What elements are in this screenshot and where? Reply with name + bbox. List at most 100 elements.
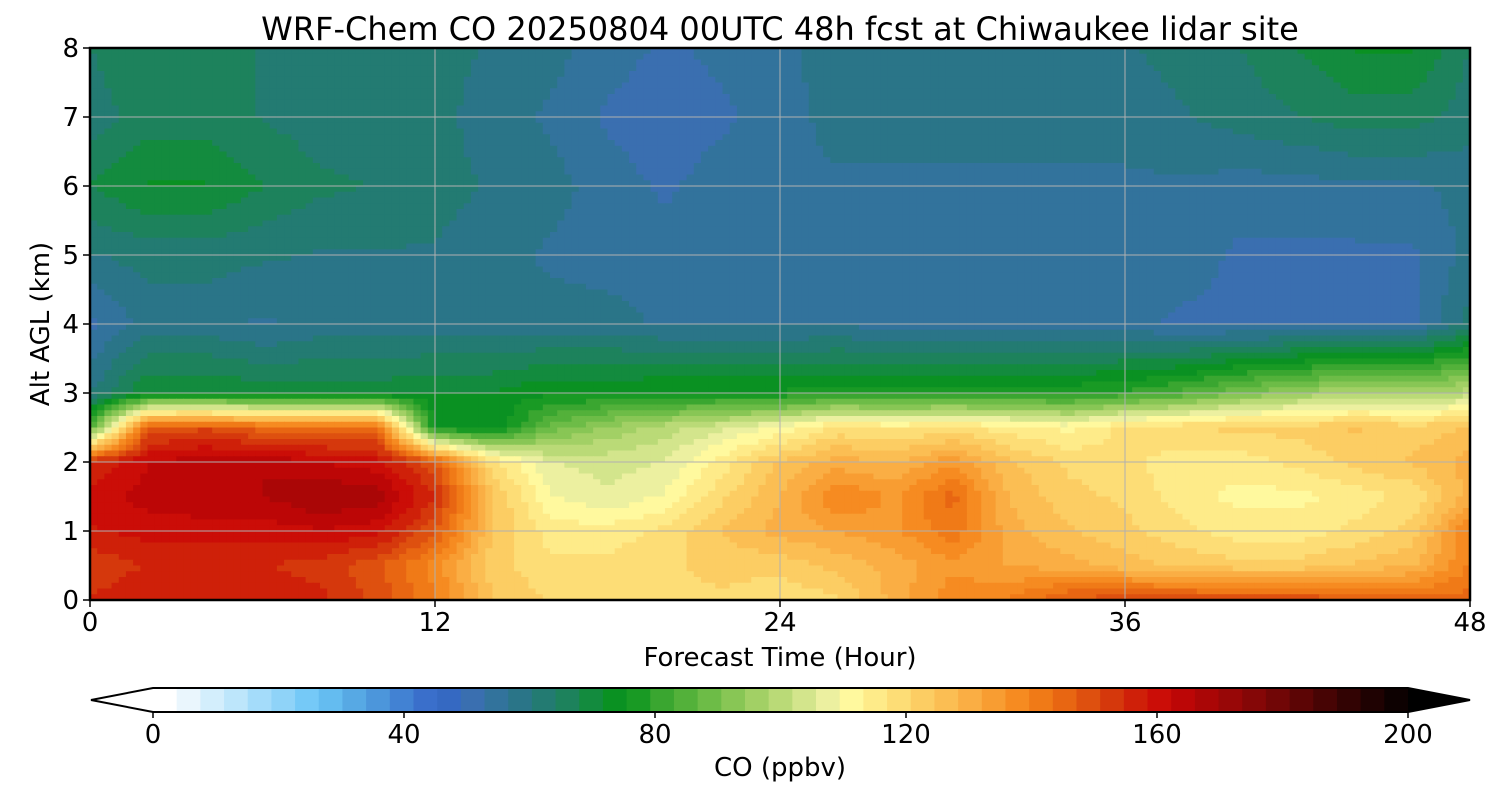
heatmap-cell (1139, 174, 1148, 181)
heatmap-cell (722, 191, 731, 199)
heatmap-cell (514, 53, 522, 61)
heatmap-cell (708, 76, 716, 84)
heatmap-cell (1311, 88, 1320, 95)
heatmap-cell (751, 140, 760, 147)
heatmap-cell (255, 94, 264, 101)
heatmap-cell (1139, 163, 1148, 170)
heatmap-cell (916, 174, 925, 181)
heatmap-cell (1398, 111, 1406, 118)
heatmap-cell (1340, 65, 1349, 72)
heatmap-cell (578, 94, 587, 101)
heatmap-cell (1096, 145, 1105, 153)
heatmap-cell (1204, 191, 1212, 199)
heatmap-cell (550, 65, 558, 72)
heatmap-cell (1031, 82, 1040, 89)
heatmap-cell (1002, 88, 1011, 95)
heatmap-cell (463, 88, 472, 95)
heatmap-cell (219, 71, 228, 78)
heatmap-cell (1304, 94, 1313, 101)
heatmap-cell (780, 99, 788, 107)
heatmap-cell (650, 134, 659, 141)
heatmap-cell (1002, 163, 1011, 170)
heatmap-cell (1347, 48, 1356, 55)
heatmap-cell (923, 140, 932, 147)
heatmap-cell (1182, 111, 1191, 118)
heatmap-cell (528, 105, 537, 112)
heatmap-cell (981, 71, 990, 78)
heatmap-cell (442, 117, 450, 124)
heatmap-cell (621, 151, 630, 158)
heatmap-cell (1362, 134, 1370, 141)
heatmap-cell (952, 48, 961, 55)
heatmap-cell (1383, 168, 1392, 176)
heatmap-cell (550, 88, 558, 95)
heatmap-cell (334, 53, 343, 61)
heatmap-cell (1333, 128, 1342, 135)
heatmap-cell (959, 53, 968, 61)
heatmap-cell (1283, 94, 1291, 101)
heatmap-cell (1311, 140, 1320, 147)
heatmap-cell (830, 191, 839, 199)
heatmap-cell (363, 76, 371, 84)
heatmap-cell (248, 117, 256, 124)
heatmap-cell (1412, 88, 1421, 95)
heatmap-cell (772, 53, 781, 61)
heatmap-cell (111, 134, 120, 141)
heatmap-cell (1383, 186, 1392, 193)
heatmap-cell (851, 59, 860, 66)
heatmap-cell (1376, 191, 1385, 199)
heatmap-cell (255, 163, 264, 170)
heatmap-cell (176, 186, 185, 193)
heatmap-cell (1448, 157, 1457, 164)
heatmap-cell (176, 134, 185, 141)
heatmap-cell (528, 151, 537, 158)
heatmap-cell (585, 53, 594, 61)
heatmap-cell (736, 128, 745, 135)
heatmap-cell (528, 117, 537, 124)
heatmap-cell (751, 88, 760, 95)
heatmap-cell (715, 71, 724, 78)
heatmap-cell (815, 191, 824, 199)
heatmap-cell (909, 186, 918, 193)
heatmap-cell (859, 134, 867, 141)
heatmap-cell (830, 53, 839, 61)
heatmap-cell (1390, 59, 1399, 66)
heatmap-cell (1390, 105, 1399, 112)
heatmap-cell (880, 128, 889, 135)
heatmap-cell (1261, 157, 1270, 164)
heatmap-cell (355, 53, 364, 61)
heatmap-cell (125, 65, 134, 72)
heatmap-cell (1434, 180, 1442, 187)
heatmap-cell (744, 71, 752, 78)
heatmap-cell (327, 140, 335, 147)
heatmap-cell (90, 48, 98, 55)
heatmap-cell (521, 76, 530, 84)
heatmap-cell (1261, 88, 1270, 95)
heatmap-cell (643, 168, 652, 176)
heatmap-cell (995, 151, 1004, 158)
heatmap-cell (197, 71, 206, 78)
heatmap-cell (406, 88, 415, 95)
heatmap-cell (607, 53, 616, 61)
heatmap-cell (981, 117, 990, 124)
heatmap-cell (391, 99, 400, 107)
heatmap-cell (966, 82, 975, 89)
heatmap-cell (643, 151, 652, 158)
heatmap-cell (327, 186, 335, 193)
heatmap-cell (427, 59, 436, 66)
heatmap-cell (1024, 163, 1033, 170)
heatmap-cell (284, 140, 292, 147)
heatmap-cell (1355, 151, 1363, 158)
heatmap-cell (974, 71, 982, 78)
heatmap-cell (1426, 82, 1435, 89)
heatmap-cell (1340, 186, 1349, 193)
heatmap-cell (1240, 174, 1248, 181)
heatmap-cell (564, 145, 573, 153)
heatmap-cell (643, 71, 652, 78)
heatmap-cell (485, 122, 494, 130)
heatmap-cell (1441, 48, 1450, 55)
heatmap-cell (1182, 99, 1191, 107)
heatmap-cell (1376, 53, 1385, 61)
heatmap-cell (169, 168, 177, 176)
heatmap-cell (851, 53, 860, 61)
